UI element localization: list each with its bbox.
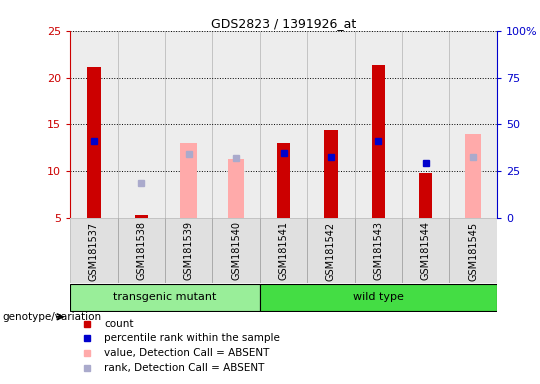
Bar xyxy=(212,218,260,283)
Text: GSM181540: GSM181540 xyxy=(231,222,241,280)
Bar xyxy=(324,130,338,218)
Text: GSM181538: GSM181538 xyxy=(136,222,146,280)
Bar xyxy=(355,218,402,283)
Text: GSM181537: GSM181537 xyxy=(89,222,99,281)
Bar xyxy=(307,31,355,218)
Text: GSM181542: GSM181542 xyxy=(326,222,336,281)
Text: GSM181541: GSM181541 xyxy=(279,222,288,280)
Bar xyxy=(465,134,481,218)
Text: genotype/variation: genotype/variation xyxy=(3,312,102,322)
Bar xyxy=(87,67,100,218)
Text: wild type: wild type xyxy=(353,292,404,302)
Bar xyxy=(118,218,165,283)
Bar xyxy=(180,143,197,218)
Bar xyxy=(70,218,118,283)
Text: value, Detection Call = ABSENT: value, Detection Call = ABSENT xyxy=(104,348,269,358)
Bar xyxy=(449,31,497,218)
Bar xyxy=(165,218,212,283)
Bar xyxy=(165,31,212,218)
Bar xyxy=(70,284,260,311)
Bar xyxy=(307,218,355,283)
Bar xyxy=(260,284,497,311)
Text: GSM181545: GSM181545 xyxy=(468,222,478,281)
Bar xyxy=(419,173,433,218)
Bar xyxy=(277,143,290,218)
Bar xyxy=(118,31,165,218)
Text: count: count xyxy=(104,319,134,329)
Bar xyxy=(134,215,148,218)
Text: GSM181544: GSM181544 xyxy=(421,222,431,280)
Title: GDS2823 / 1391926_at: GDS2823 / 1391926_at xyxy=(211,17,356,30)
Text: GSM181539: GSM181539 xyxy=(184,222,194,280)
Bar xyxy=(402,218,449,283)
Bar xyxy=(260,218,307,283)
Text: transgenic mutant: transgenic mutant xyxy=(113,292,217,302)
Bar xyxy=(402,31,449,218)
Bar xyxy=(372,65,385,218)
Text: percentile rank within the sample: percentile rank within the sample xyxy=(104,333,280,343)
Text: GSM181543: GSM181543 xyxy=(373,222,383,280)
Text: rank, Detection Call = ABSENT: rank, Detection Call = ABSENT xyxy=(104,363,265,373)
Bar xyxy=(228,159,245,218)
Bar xyxy=(212,31,260,218)
Bar xyxy=(260,31,307,218)
Bar xyxy=(70,31,118,218)
Bar xyxy=(355,31,402,218)
Bar xyxy=(449,218,497,283)
